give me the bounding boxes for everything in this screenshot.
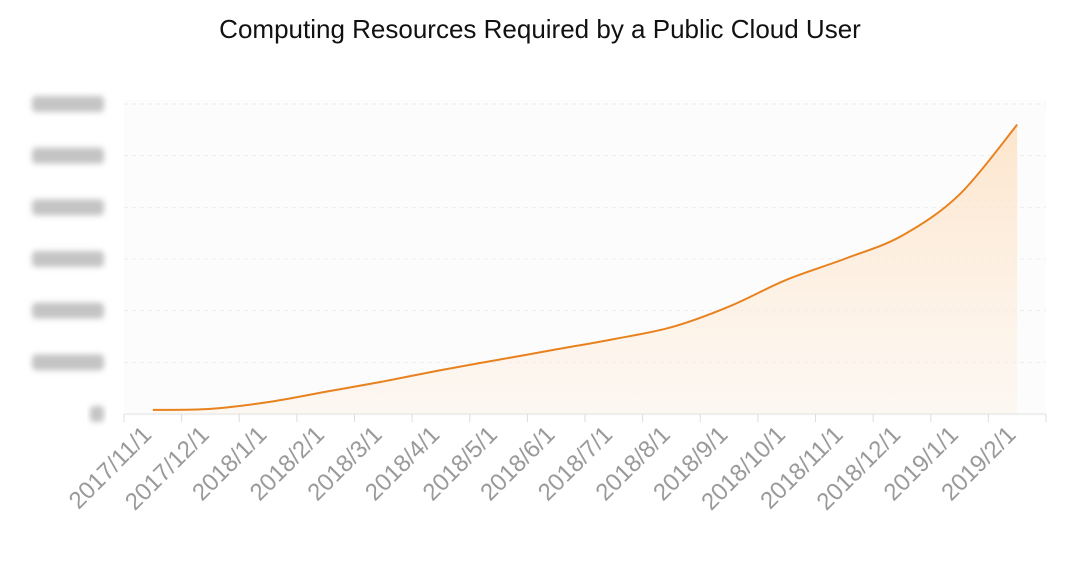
y-tick-label-obscured: [32, 354, 104, 371]
x-axis-ticks: 2017/11/12017/12/12018/1/12018/2/12018/3…: [64, 421, 1022, 516]
y-tick-label-obscured: [90, 406, 104, 422]
y-tick-label-obscured: [32, 302, 104, 319]
y-axis-ticks: [32, 96, 104, 422]
series-line: [152, 124, 1018, 411]
y-tick-label-obscured: [32, 199, 104, 216]
y-tick-label-obscured: [32, 251, 104, 267]
y-tick-label-obscured: [32, 96, 104, 112]
x-axis: [123, 413, 1047, 422]
chart-title: Computing Resources Required by a Public…: [219, 14, 861, 44]
series-line-path: [152, 124, 1018, 411]
y-tick-label-obscured: [32, 147, 104, 164]
series-area-fill: [152, 124, 1018, 415]
series-area: [152, 124, 1018, 415]
